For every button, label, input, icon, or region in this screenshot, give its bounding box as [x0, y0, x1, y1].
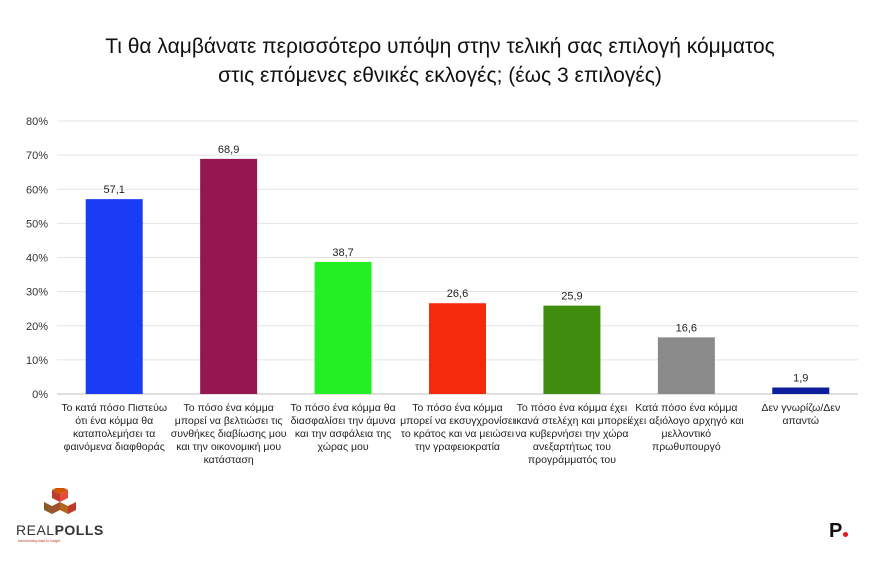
value-label: 68,9 — [218, 144, 239, 156]
bar — [85, 199, 143, 394]
x-tick-label: Το κατά πόσο Πιστεύω ότι ένα κόμμα θα κα… — [61, 402, 168, 453]
y-tick-label: 70% — [26, 150, 48, 162]
y-tick-label: 0% — [32, 389, 48, 401]
y-tick-label: 30% — [26, 287, 48, 299]
y-axis: 0% 10% 20% 30% 40% 50% 60% 70% 80% — [26, 116, 48, 401]
value-label: 57,1 — [104, 184, 125, 196]
value-label: 25,9 — [561, 291, 582, 303]
bar — [200, 158, 258, 394]
chart-title-line-1: Τι θα λαμβάνατε περισσότερο υπόψη στην τ… — [105, 35, 775, 58]
realpolls-wordmark: REALPOLLS — [16, 522, 104, 538]
publisher-logo-dot — [843, 532, 849, 537]
value-label: 1,9 — [793, 373, 808, 385]
bar — [543, 305, 601, 394]
x-tick-label: Το πόσο ένα κόμμα μπορεί να βελτιώσει τι… — [170, 402, 287, 466]
realpolls-cube-icon — [44, 488, 76, 514]
gridlines — [57, 120, 858, 395]
chart-title-line-2: στις επόμενες εθνικές εκλογές; (έως 3 επ… — [218, 64, 662, 87]
y-tick-label: 10% — [26, 355, 48, 367]
x-tick-label: Δεν γνωρίζω/Δεν απαντώ — [761, 402, 841, 427]
bars — [85, 158, 830, 394]
chart-title: Τι θα λαμβάνατε περισσότερο υπόψη στην τ… — [0, 32, 880, 90]
x-tick-label: Το πόσο ένα κόμμα μπορεί να εκσυγχρονίσε… — [400, 402, 515, 453]
value-label: 16,6 — [676, 322, 697, 334]
publisher-logo: P — [829, 520, 849, 543]
bar — [772, 387, 830, 394]
category-labels: Το κατά πόσο Πιστεύω ότι ένα κόμμα θα κα… — [0, 402, 880, 492]
y-tick-label: 40% — [26, 253, 48, 265]
y-tick-label: 50% — [26, 218, 48, 230]
realpolls-logo: REALPOLLS transforming data to insight — [16, 488, 116, 544]
value-label: 26,6 — [447, 288, 468, 300]
y-tick-label: 20% — [26, 321, 48, 333]
y-tick-label: 80% — [26, 116, 48, 128]
bar — [657, 337, 715, 394]
x-tick-label: Κατά πόσο ένα κόμμα έχει αξιόλογο αρχηγό… — [628, 402, 744, 453]
value-labels: 57,1 68,9 38,7 26,6 25,9 16,6 1,9 — [104, 144, 809, 385]
x-tick-label: Το πόσο ένα κόμμα έχει ικανά στελέχη και… — [514, 402, 630, 466]
bar — [429, 303, 486, 394]
realpolls-tagline: transforming data to insight — [18, 539, 61, 543]
x-tick-label: Το πόσο ένα κόμμα θα διασφαλίσει την άμυ… — [290, 402, 396, 453]
bar — [314, 261, 372, 394]
value-label: 38,7 — [332, 247, 353, 259]
y-tick-label: 60% — [26, 184, 48, 196]
